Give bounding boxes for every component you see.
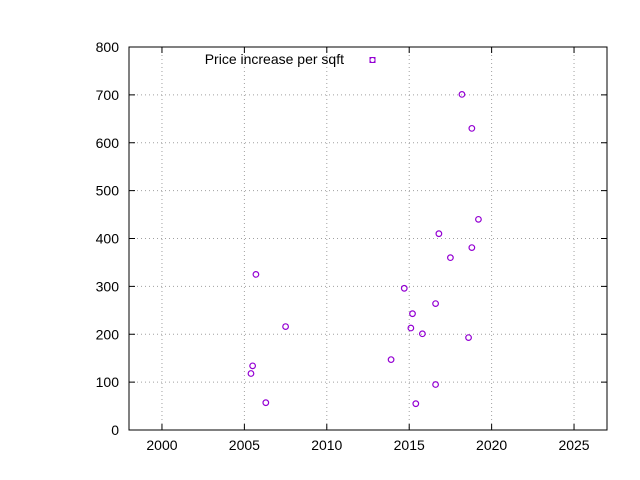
data-point <box>282 323 289 330</box>
y-tick-label: 800 <box>96 39 120 55</box>
data-point <box>249 362 257 370</box>
y-axis-tick-labels: 0 100 200 300 400 500 600 700 800 <box>96 39 120 438</box>
x-tick-label: 2005 <box>229 437 260 453</box>
data-point <box>435 230 443 238</box>
y-tick-label: 0 <box>111 422 119 438</box>
plot-frame <box>128 46 608 431</box>
data-point <box>432 381 439 388</box>
data-point <box>409 310 416 318</box>
x-tick-label: 2025 <box>558 437 589 453</box>
data-point <box>412 400 420 408</box>
data-point <box>465 334 472 342</box>
x-tick-label: 2015 <box>394 437 425 453</box>
axis-ticks <box>129 46 607 431</box>
legend: Price increase per sqft <box>205 51 376 67</box>
y-tick-label: 400 <box>96 231 120 247</box>
legend-label: Price increase per sqft <box>205 51 344 67</box>
y-tick-label: 600 <box>96 135 120 151</box>
y-tick-label: 700 <box>96 87 120 103</box>
y-tick-label: 200 <box>96 326 120 342</box>
data-point <box>447 254 454 262</box>
data-point <box>262 399 270 407</box>
legend-marker-point <box>369 57 376 63</box>
y-tick-label: 300 <box>96 278 120 294</box>
y-tick-label: 100 <box>96 374 120 390</box>
x-tick-label: 2020 <box>476 437 507 453</box>
data-point <box>432 300 439 308</box>
x-axis-tick-labels: 2000 2005 2010 2015 2020 2025 <box>146 437 589 453</box>
data-point <box>468 124 476 132</box>
data-point <box>418 330 426 338</box>
data-point <box>252 271 260 278</box>
data-point <box>468 244 476 251</box>
x-tick-label: 2000 <box>146 437 177 453</box>
data-point <box>458 90 466 98</box>
data-point <box>247 370 255 377</box>
x-tick-label: 2010 <box>311 437 342 453</box>
data-point <box>407 324 415 332</box>
data-point <box>400 284 408 292</box>
data-point <box>475 215 482 223</box>
data-points <box>247 90 482 408</box>
y-tick-label: 500 <box>96 183 120 199</box>
data-point <box>387 356 395 364</box>
grid <box>129 46 607 431</box>
